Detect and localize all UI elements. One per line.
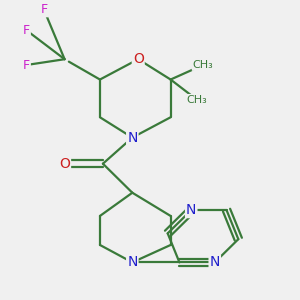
- Text: CH₃: CH₃: [193, 60, 213, 70]
- Text: O: O: [133, 52, 144, 66]
- Text: N: N: [186, 203, 196, 217]
- Text: F: F: [40, 3, 48, 16]
- Text: N: N: [127, 255, 137, 269]
- Text: N: N: [210, 255, 220, 269]
- Text: CH₃: CH₃: [187, 95, 208, 105]
- Text: N: N: [127, 130, 137, 145]
- Text: F: F: [23, 58, 30, 71]
- Text: O: O: [59, 157, 70, 171]
- Text: F: F: [23, 24, 30, 37]
